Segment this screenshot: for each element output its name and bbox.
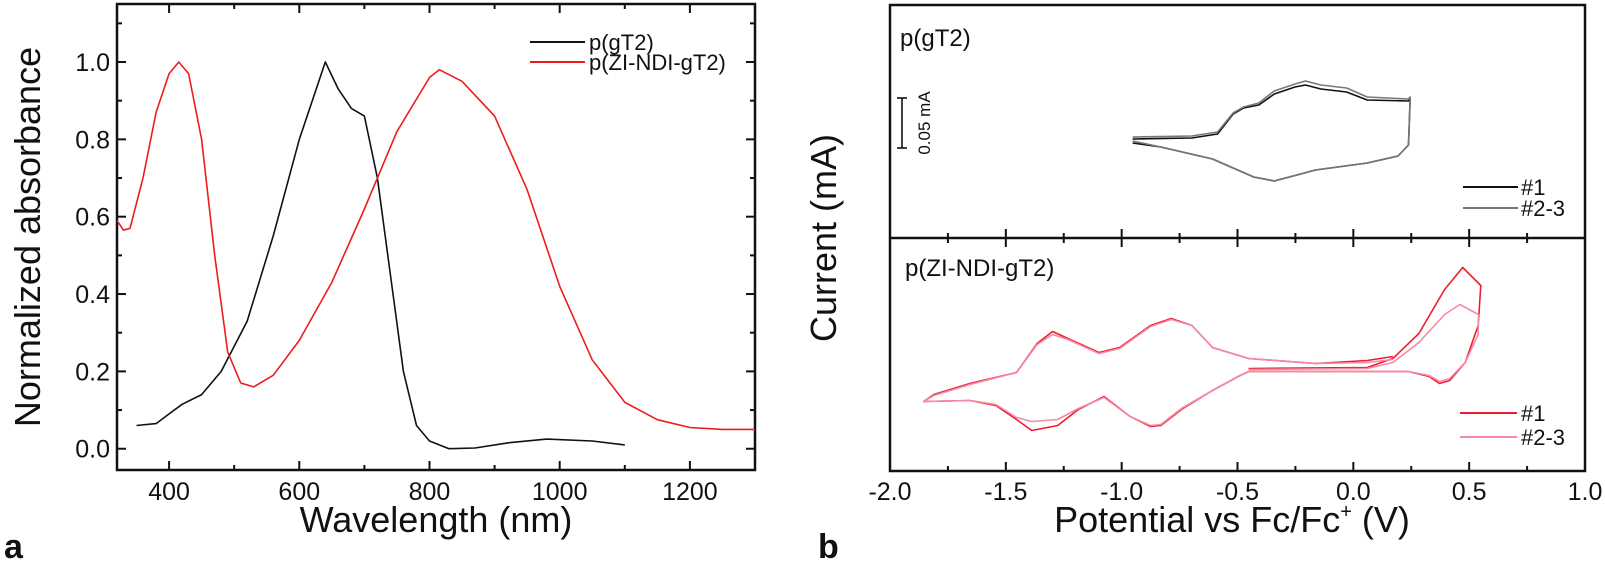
y-tick-label: 0.6 bbox=[75, 204, 110, 232]
cv-curve-pgt2-scan2-3 bbox=[1132, 80, 1411, 182]
y-tick-label: 0.4 bbox=[75, 281, 110, 309]
x-axis-title-a: Wavelength (nm) bbox=[300, 499, 573, 540]
x-axis-title-unit: (V) bbox=[1352, 499, 1410, 540]
x-axis-title-main: Potential vs Fc/Fc bbox=[1054, 499, 1340, 540]
scale-bar: 0.05 mA bbox=[897, 91, 934, 155]
y-tick-label: 0.8 bbox=[75, 126, 110, 154]
axis-ticks-b: -2.0 -1.5 -1.0 -0.5 0.0 0.5 1.0 bbox=[868, 229, 1602, 506]
cv-curve-pzindigt2-scan1 bbox=[922, 266, 1482, 432]
x-tick-label: -1.5 bbox=[984, 478, 1027, 506]
legend-a: p(gT2) p(ZI-NDI-gT2) bbox=[530, 30, 726, 75]
legend-label-2-3: #2-3 bbox=[1521, 196, 1565, 221]
scale-bar-label: 0.05 mA bbox=[915, 91, 934, 155]
x-tick-label: 800 bbox=[409, 478, 451, 506]
panel-a-absorbance-chart: 400 600 800 1000 1200 0.0 0.2 0.4 0.6 0.8 1.0 Wave… bbox=[4, 2, 757, 565]
x-tick-label: -0.5 bbox=[1216, 478, 1259, 506]
legend-b-top: #1 #2-3 bbox=[1463, 175, 1565, 221]
legend-b-bottom: #1 #2-3 bbox=[1460, 401, 1565, 450]
y-tick-label: 0.0 bbox=[75, 436, 110, 464]
plot-frame-a bbox=[115, 2, 757, 472]
x-tick-label: 1200 bbox=[662, 478, 718, 506]
x-tick-label: 0.0 bbox=[1336, 478, 1371, 506]
series-line-pgt2 bbox=[136, 61, 625, 450]
axis-ticks-a: 400 600 800 1000 1200 0.0 0.2 0.4 0.6 0.8 1.0 bbox=[75, 4, 756, 506]
legend-label-pzindigt2: p(ZI-NDI-gT2) bbox=[589, 50, 726, 75]
x-axis-title-superscript: + bbox=[1340, 501, 1352, 523]
x-tick-label: -2.0 bbox=[868, 478, 911, 506]
legend-label-1: #1 bbox=[1521, 175, 1545, 200]
x-axis-title-b: Potential vs Fc/Fc+ (V) bbox=[1054, 499, 1410, 540]
series-line-pzindigt2 bbox=[116, 61, 755, 431]
x-tick-label: 400 bbox=[148, 478, 190, 506]
curves-a bbox=[116, 61, 755, 450]
panel-label-b: b bbox=[818, 528, 839, 565]
legend-label-2-3: #2-3 bbox=[1521, 425, 1565, 450]
legend-label-pgt2: p(gT2) bbox=[589, 30, 654, 55]
y-axis-title-b: Current (mA) bbox=[803, 134, 844, 342]
y-tick-label: 1.0 bbox=[75, 49, 110, 77]
cv-curve-pzindigt2-scan2-3 bbox=[922, 303, 1480, 427]
x-tick-label: 1.0 bbox=[1568, 478, 1603, 506]
x-tick-label: 0.5 bbox=[1452, 478, 1487, 506]
x-tick-label: 600 bbox=[278, 478, 320, 506]
x-tick-label: -1.0 bbox=[1100, 478, 1143, 506]
cv-curve-pgt2-scan1 bbox=[1132, 84, 1411, 182]
curves-b bbox=[922, 80, 1482, 432]
subplot-title-pgt2: p(gT2) bbox=[900, 25, 971, 52]
panel-b-cv-chart: -2.0 -1.5 -1.0 -0.5 0.0 0.5 1.0 p(gT2) p(ZI-ND… bbox=[803, 3, 1602, 565]
y-axis-title-a: Normalized absorbance bbox=[7, 47, 48, 427]
panel-label-a: a bbox=[4, 528, 24, 565]
x-tick-label: 1000 bbox=[532, 478, 588, 506]
legend-label-1: #1 bbox=[1521, 401, 1545, 426]
subplot-title-pzindigt2: p(ZI-NDI-gT2) bbox=[905, 255, 1054, 282]
y-tick-label: 0.2 bbox=[75, 358, 110, 386]
